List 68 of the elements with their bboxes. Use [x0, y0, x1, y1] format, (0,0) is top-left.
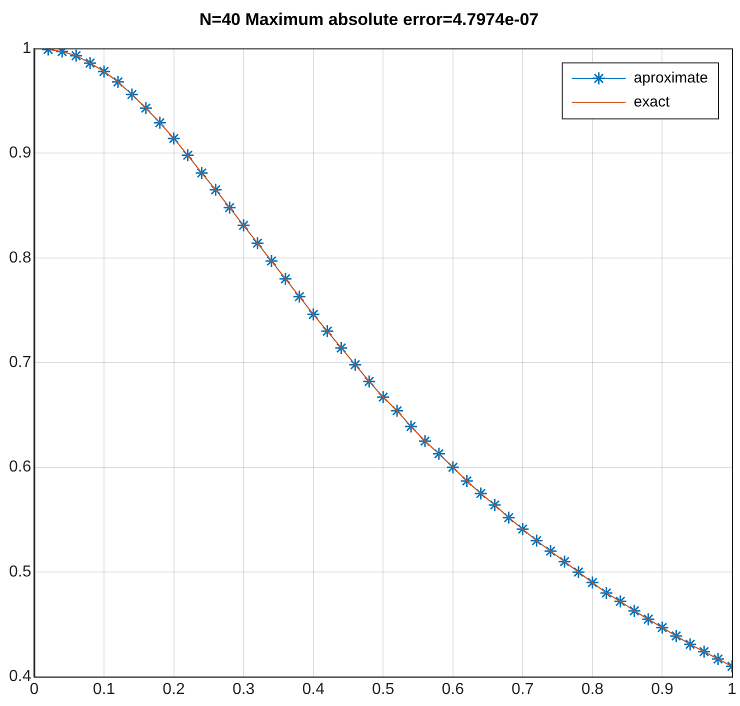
point: [125, 88, 139, 102]
point: [614, 594, 628, 608]
point: [600, 586, 614, 600]
x-tick-label: 0.3: [232, 680, 255, 698]
point: [697, 644, 711, 658]
point: [628, 604, 642, 618]
y-tick-label: 0.5: [8, 563, 32, 580]
y-tick-label: 1: [22, 40, 32, 57]
point: [474, 486, 488, 500]
point: [544, 544, 558, 558]
point: [139, 101, 153, 115]
y-tick-label: 0.6: [8, 458, 32, 476]
x-tick-label: 0.4: [302, 680, 325, 698]
point: [264, 254, 278, 268]
point: [292, 290, 306, 304]
point: [502, 510, 516, 524]
point: [320, 324, 334, 338]
point: [167, 132, 181, 146]
legend-label: exact: [634, 94, 670, 111]
x-tick-label: 0: [30, 680, 39, 698]
point: [418, 434, 432, 448]
point: [153, 116, 167, 130]
point: [642, 612, 656, 626]
x-tick-label: 0.7: [512, 680, 534, 698]
point: [362, 374, 376, 388]
point: [376, 390, 390, 404]
point: [488, 498, 502, 512]
point: [460, 474, 474, 488]
point: [334, 341, 348, 355]
x-tick-label: 0.2: [162, 680, 186, 698]
point: [390, 404, 404, 418]
point: [669, 629, 683, 643]
point: [446, 460, 460, 474]
x-tick-label: 1: [728, 680, 737, 698]
x-tick-label: 0.6: [442, 680, 464, 698]
y-tick-label: 0.9: [8, 144, 32, 162]
point: [97, 64, 111, 78]
x-tick-label: 0.5: [372, 680, 394, 698]
point: [348, 358, 362, 372]
point: [250, 236, 264, 250]
y-tick-label: 0.7: [8, 354, 32, 372]
x-tick-label: 0.9: [651, 680, 674, 698]
point: [516, 522, 530, 536]
point: [558, 554, 572, 568]
x-tick-label: 0.1: [92, 680, 116, 698]
point: [278, 272, 292, 286]
point: [69, 48, 83, 62]
point: [83, 56, 97, 70]
point: [683, 638, 697, 652]
point: [404, 420, 418, 434]
point: [432, 446, 446, 460]
point: [711, 652, 725, 666]
point: [222, 200, 236, 214]
point: [236, 218, 250, 232]
point: [181, 148, 194, 162]
chart-title: N=40 Maximum absolute error=4.7974e-07: [199, 10, 539, 29]
point: [530, 534, 544, 548]
y-tick-label: 0.4: [8, 668, 32, 686]
y-tick-label: 0.8: [8, 249, 32, 266]
point: [194, 166, 208, 180]
point: [208, 183, 222, 197]
point: [306, 308, 320, 322]
legend-label: aproximate: [634, 70, 708, 87]
x-tick-label: 0.8: [581, 680, 604, 698]
point: [111, 75, 125, 89]
point: [655, 620, 669, 634]
point: [572, 565, 586, 579]
point: [586, 576, 600, 590]
